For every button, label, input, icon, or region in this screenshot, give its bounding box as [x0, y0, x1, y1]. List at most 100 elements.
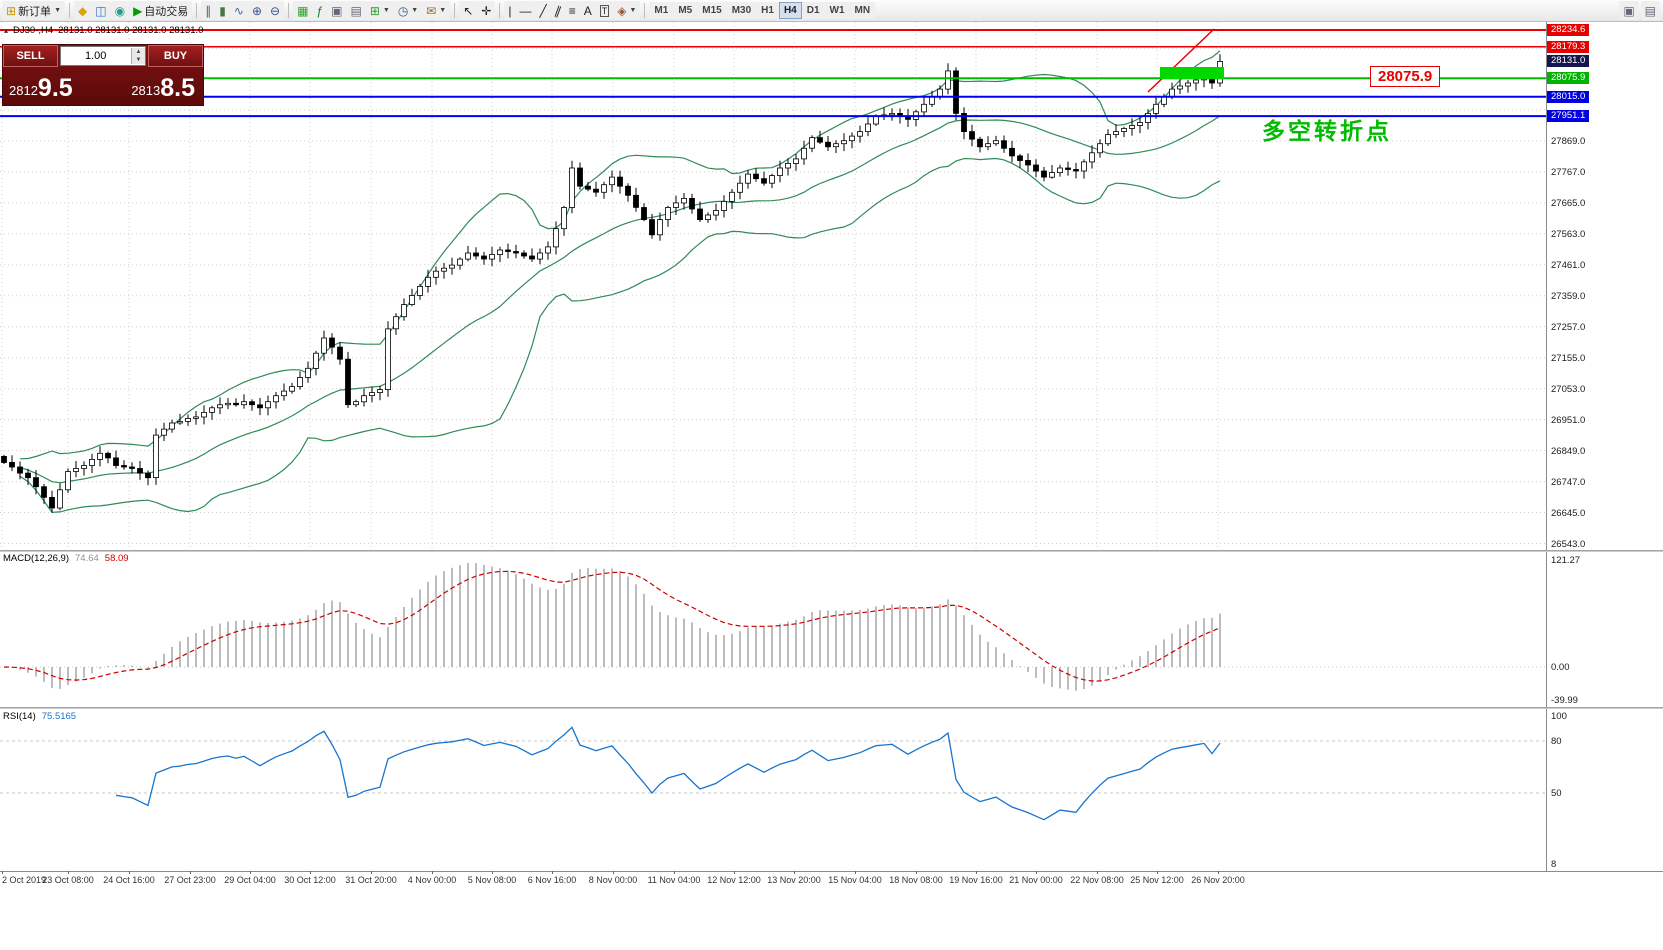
macd-scale-tick: 121.27	[1551, 555, 1581, 566]
trendline-icon: ╱	[539, 3, 547, 18]
timeframe-w1-button[interactable]: W1	[824, 2, 850, 19]
toolbar-overflow-1-button[interactable]: ▣	[1619, 1, 1639, 20]
time-axis-tick	[613, 871, 614, 874]
vertical-line-button[interactable]: |	[504, 1, 516, 20]
price-scale-tag: 27951.1	[1547, 110, 1590, 122]
templates-button[interactable]: ✉ ▼	[422, 1, 451, 20]
toolbar-separator	[69, 3, 70, 18]
grid	[0, 22, 1546, 550]
rsi-value: 75.5165	[41, 711, 77, 722]
window-2-button[interactable]: ▤	[346, 1, 366, 20]
label-button[interactable]: T	[595, 1, 614, 20]
horizontal-line-objects[interactable]	[0, 28, 1546, 118]
price-scale-tag: 28234.6	[1547, 24, 1590, 36]
zoom-in-button[interactable]: ⊕	[247, 1, 267, 20]
timeframe-m5-button[interactable]: M5	[673, 2, 698, 19]
price-scale-tick: 27869.0	[1551, 136, 1586, 147]
toolbar-overflow-2-button[interactable]: ▤	[1640, 1, 1660, 20]
autotrading-button[interactable]: ▶ 自动交易	[129, 1, 193, 20]
shapes-button[interactable]: ◈ ▼	[613, 1, 641, 20]
buy-price[interactable]: 2813 8.5	[131, 74, 195, 102]
time-axis-tick	[432, 871, 433, 874]
price-scale-tag: 28015.0	[1547, 91, 1590, 103]
time-axis-label: 31 Oct 20:00	[345, 875, 397, 885]
time-axis-tick	[1036, 871, 1037, 874]
zoom-in-icon: ⊕	[251, 3, 263, 18]
horizontal-line-icon: —	[519, 3, 532, 18]
bar-chart-button[interactable]: ∥	[201, 1, 216, 20]
timeframe-mn-button[interactable]: MN	[849, 2, 876, 19]
time-axis-tick	[734, 871, 735, 874]
new-order-button[interactable]: ⊞ 新订单 ▼	[2, 1, 65, 20]
candles	[1, 54, 1223, 513]
buy-button[interactable]: BUY	[148, 45, 203, 67]
time-axis-label: 29 Oct 04:00	[224, 875, 276, 885]
volume-value[interactable]: 1.00	[85, 50, 107, 62]
trendline-object	[1147, 28, 1215, 93]
price-scale-tick: 26543.0	[1551, 539, 1586, 550]
new-chart-button[interactable]: ⊞ ▼	[365, 1, 394, 20]
price-scale-tick: 27359.0	[1551, 291, 1586, 302]
time-axis-tick	[976, 871, 977, 874]
channel-button[interactable]: ∥	[550, 1, 565, 20]
time-axis-label: 27 Oct 23:00	[164, 875, 216, 885]
one-click-toggle[interactable]: ▴	[4, 26, 9, 35]
zoom-out-button[interactable]: ⊖	[266, 1, 285, 20]
candlestick-chart-button[interactable]: ▮	[215, 1, 230, 20]
timeframe-m30-button[interactable]: M30	[726, 2, 757, 19]
timeframe-h4-button[interactable]: H4	[778, 2, 802, 19]
time-axis-label: 11 Nov 04:00	[647, 875, 701, 885]
horizontal-line-button[interactable]: —	[515, 1, 536, 20]
strategy-tester-icon: ◉	[114, 3, 126, 18]
rsi-pane-title: RSI(14) 75.5165	[3, 711, 76, 722]
macd-pane-separator[interactable]	[0, 550, 1663, 552]
market-watch-button[interactable]: ◫	[91, 1, 111, 20]
trendline-button[interactable]: ╱	[535, 1, 551, 20]
cursor-icon: ↖	[463, 3, 474, 18]
indicators-icon: ƒ	[316, 3, 324, 18]
rsi-scale-tick: 100	[1551, 711, 1567, 722]
rsi-pane-separator[interactable]	[0, 707, 1663, 709]
text-button[interactable]: A	[579, 1, 596, 20]
price-scale-tick: 27563.0	[1551, 229, 1586, 240]
volume-stepper[interactable]: 1.00 ▲ ▼	[60, 46, 146, 66]
time-axis-separator	[0, 871, 1663, 872]
timeframe-m15-button[interactable]: M15	[697, 2, 727, 19]
tile-windows-button[interactable]: ▦	[293, 1, 313, 20]
sell-price[interactable]: 2812 9.5	[9, 74, 73, 102]
profiles-button[interactable]: ◆	[74, 1, 92, 20]
price-level-annotation[interactable]: 28075.9	[1370, 66, 1441, 87]
crosshair-button[interactable]: ✛	[477, 1, 496, 20]
volume-up-button[interactable]: ▲	[132, 48, 145, 56]
sell-button[interactable]: SELL	[3, 45, 58, 67]
time-axis-label: 30 Oct 12:00	[284, 875, 336, 885]
time-axis-label: 21 Nov 00:00	[1009, 875, 1063, 885]
price-scale-tick: 26747.0	[1551, 477, 1586, 488]
rsi-scale-tick: 50	[1551, 788, 1562, 799]
price-scale-tick: 27665.0	[1551, 198, 1586, 209]
volume-down-button[interactable]: ▼	[132, 56, 145, 64]
time-axis-label: 5 Nov 08:00	[467, 875, 517, 885]
turning-point-annotation[interactable]: 多空转折点	[1262, 118, 1392, 144]
line-chart-button[interactable]: ∿	[229, 1, 248, 20]
timeframe-d1-button[interactable]: D1	[801, 2, 825, 19]
toolbar: ⊞ 新订单 ▼ ◆ ◫ ◉ ▶ 自动交易 ∥ ▮ ∿ ⊕ ⊖ ▦ ƒ ▣ ▤ ⊞ ▼ ◷ ▼ ✉ ▼ ↖ ✛ | — ╱ ∥ ≡ A T ◈ ▼ M…	[0, 0, 1663, 22]
timeframe-m1-button[interactable]: M1	[649, 2, 674, 19]
crosshair-icon: ✛	[481, 3, 492, 18]
toolbar-separator	[499, 3, 501, 18]
strategy-tester-button[interactable]: ◉	[110, 1, 130, 20]
time-axis-tick	[129, 871, 130, 874]
cursor-button[interactable]: ↖	[459, 1, 478, 20]
periods-button[interactable]: ◷ ▼	[393, 1, 423, 20]
window-1-button[interactable]: ▣	[327, 1, 347, 20]
time-axis-label: 25 Nov 12:00	[1130, 875, 1184, 885]
fibonacci-button[interactable]: ≡	[564, 1, 580, 20]
bollinger-bands	[19, 50, 1221, 514]
toolbar-overflow-1-icon: ▣	[1623, 3, 1635, 18]
time-axis-tick	[855, 871, 856, 874]
timeframe-h1-button[interactable]: H1	[756, 2, 779, 19]
time-axis-label: 12 Nov 12:00	[707, 875, 761, 885]
indicators-button[interactable]: ƒ	[312, 1, 328, 20]
